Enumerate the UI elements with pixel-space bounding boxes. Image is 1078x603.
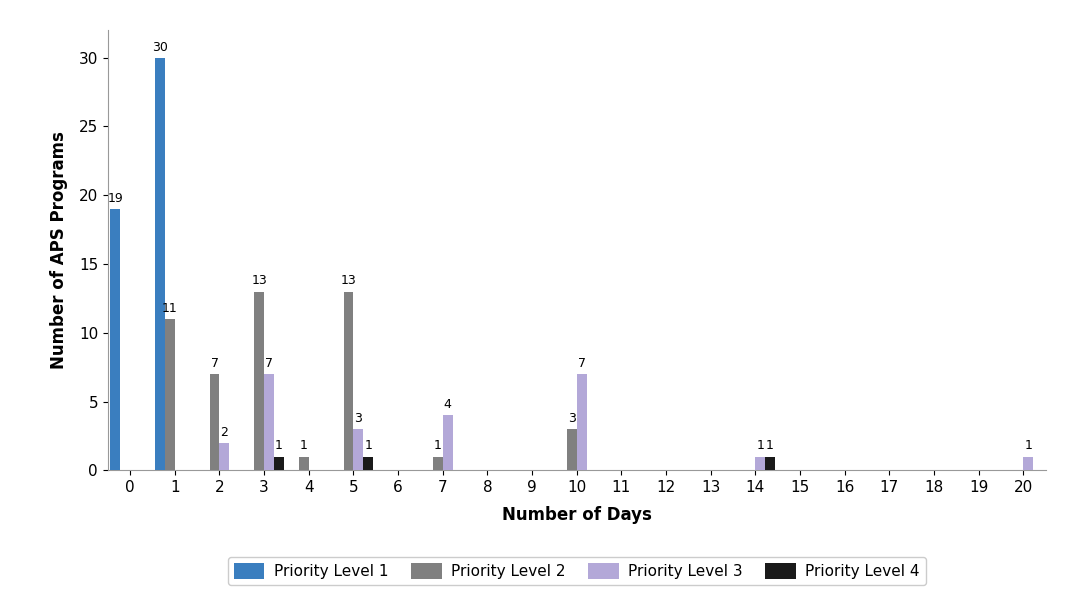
Bar: [254, 291, 264, 470]
Bar: [363, 456, 373, 470]
Text: 30: 30: [152, 40, 168, 54]
Text: 1: 1: [434, 440, 442, 452]
Text: 13: 13: [251, 274, 267, 288]
Bar: [344, 291, 354, 470]
Text: 11: 11: [162, 302, 178, 315]
Bar: [577, 374, 586, 470]
Bar: [209, 374, 220, 470]
Text: 7: 7: [578, 357, 585, 370]
Bar: [567, 429, 577, 470]
Bar: [155, 58, 165, 470]
Text: 4: 4: [444, 398, 452, 411]
Legend: Priority Level 1, Priority Level 2, Priority Level 3, Priority Level 4: Priority Level 1, Priority Level 2, Prio…: [227, 557, 926, 586]
Y-axis label: Number of APS Programs: Number of APS Programs: [50, 131, 68, 369]
Bar: [264, 374, 274, 470]
Text: 1: 1: [364, 440, 372, 452]
Text: 7: 7: [265, 357, 273, 370]
Bar: [756, 456, 765, 470]
Text: 7: 7: [210, 357, 219, 370]
Text: 1: 1: [275, 440, 282, 452]
Text: 13: 13: [341, 274, 357, 288]
Bar: [354, 429, 363, 470]
Text: 3: 3: [568, 412, 576, 425]
Bar: [110, 209, 121, 470]
Bar: [443, 415, 453, 470]
Bar: [433, 456, 443, 470]
Bar: [220, 443, 230, 470]
Text: 1: 1: [300, 440, 308, 452]
Text: 19: 19: [108, 192, 123, 205]
Bar: [765, 456, 775, 470]
Text: 1: 1: [757, 440, 764, 452]
Bar: [1023, 456, 1033, 470]
Bar: [299, 456, 308, 470]
Text: 2: 2: [220, 426, 229, 439]
Text: 3: 3: [355, 412, 362, 425]
X-axis label: Number of Days: Number of Days: [501, 506, 652, 524]
Bar: [274, 456, 284, 470]
Bar: [165, 319, 175, 470]
Text: 1: 1: [1024, 440, 1032, 452]
Text: 1: 1: [766, 440, 774, 452]
